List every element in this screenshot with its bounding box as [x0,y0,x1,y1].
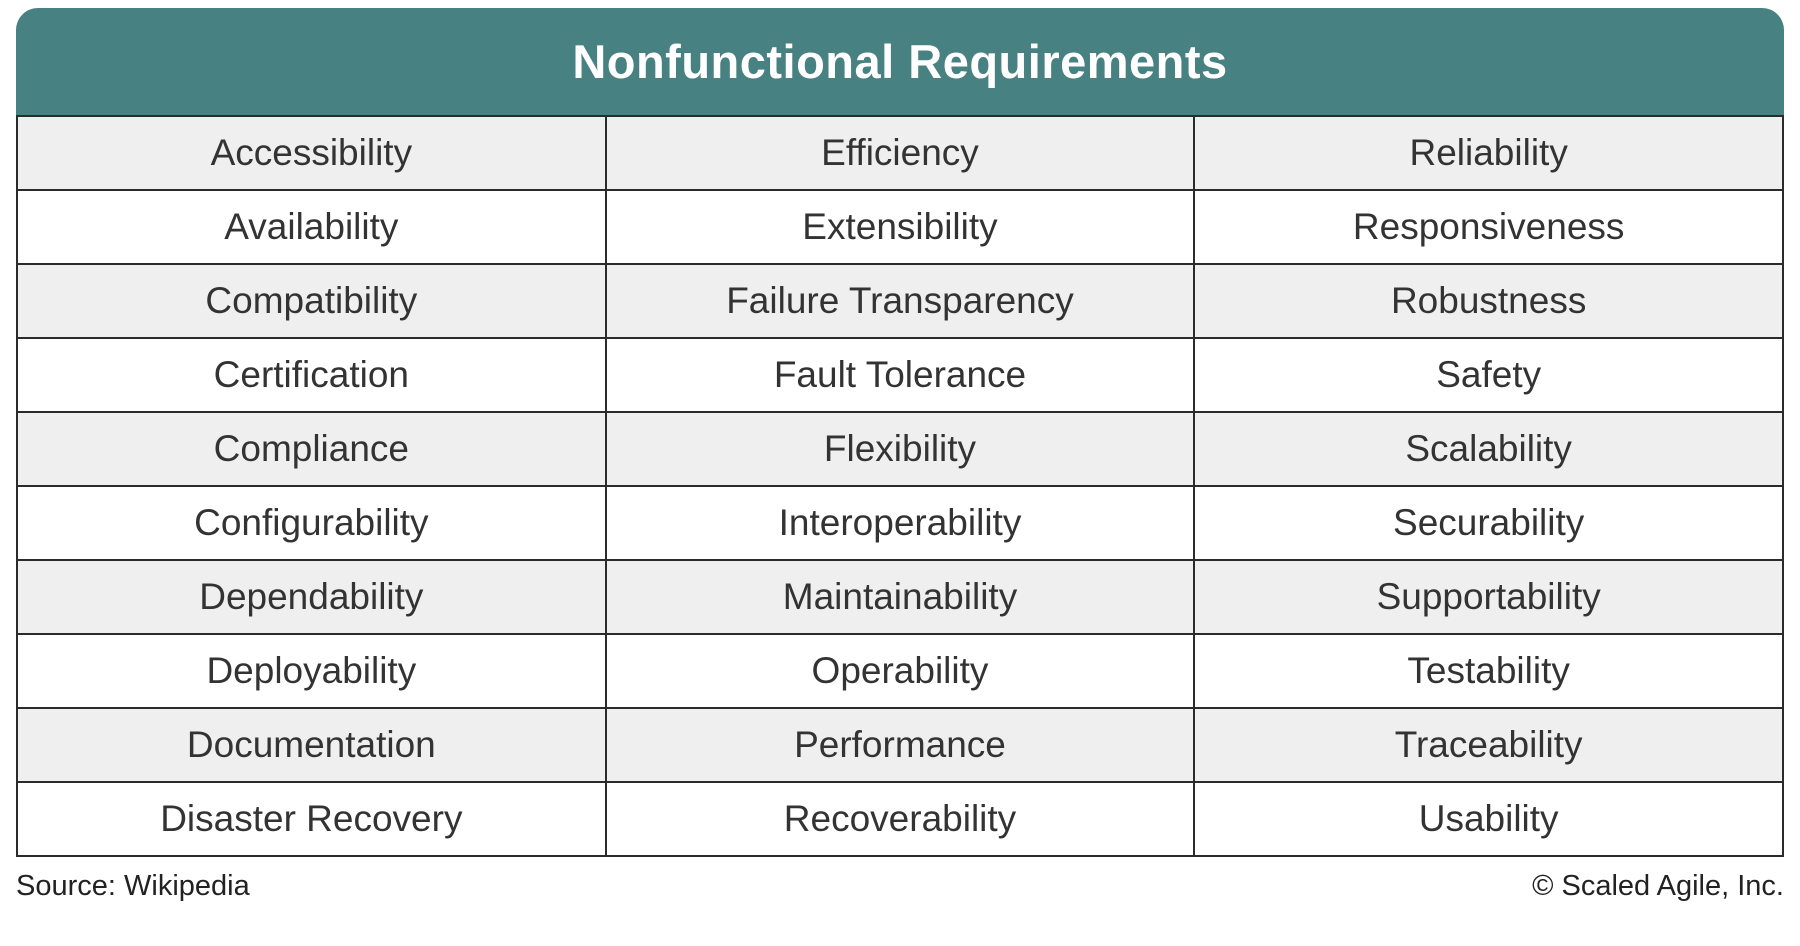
table-cell: Traceability [1193,707,1784,783]
table-row: Configurability Interoperability Securab… [16,485,1784,561]
table-cell: Testability [1193,633,1784,709]
table-row: Deployability Operability Testability [16,633,1784,709]
table-cell: Efficiency [604,115,1196,191]
table-cell: Performance [604,707,1196,783]
table-cell: Robustness [1193,263,1784,339]
table-cell: Flexibility [604,411,1196,487]
figure-footer: Source: Wikipedia © Scaled Agile, Inc. [16,870,1784,903]
source-credit: Source: Wikipedia [16,870,250,902]
table-cell: Documentation [16,707,607,783]
table-cell: Usability [1193,781,1784,857]
table-cell: Compatibility [16,263,607,339]
table-cell: Fault Tolerance [604,337,1196,413]
nfr-table: Accessibility Efficiency Reliability Ava… [16,115,1784,857]
table-row: Compliance Flexibility Scalability [16,411,1784,487]
table-cell: Responsiveness [1193,189,1784,265]
table-row: Dependability Maintainability Supportabi… [16,559,1784,635]
table-row: Accessibility Efficiency Reliability [16,115,1784,191]
table-cell: Securability [1193,485,1784,561]
table-row: Compatibility Failure Transparency Robus… [16,263,1784,339]
table-cell: Maintainability [604,559,1196,635]
table-cell: Accessibility [16,115,607,191]
table-cell: Failure Transparency [604,263,1196,339]
table-cell: Recoverability [604,781,1196,857]
table-cell: Reliability [1193,115,1784,191]
table-cell: Supportability [1193,559,1784,635]
table-cell: Availability [16,189,607,265]
table-title: Nonfunctional Requirements [572,35,1228,88]
table-cell: Configurability [16,485,607,561]
table-cell: Compliance [16,411,607,487]
nfr-figure: Nonfunctional Requirements Accessibility… [16,8,1784,903]
table-title-bar: Nonfunctional Requirements [16,8,1784,115]
table-cell: Scalability [1193,411,1784,487]
table-cell: Disaster Recovery [16,781,607,857]
table-cell: Interoperability [604,485,1196,561]
table-row: Certification Fault Tolerance Safety [16,337,1784,413]
table-cell: Deployability [16,633,607,709]
table-cell: Operability [604,633,1196,709]
table-cell: Safety [1193,337,1784,413]
table-cell: Certification [16,337,607,413]
table-row: Documentation Performance Traceability [16,707,1784,783]
table-row: Disaster Recovery Recoverability Usabili… [16,781,1784,857]
table-cell: Dependability [16,559,607,635]
table-cell: Extensibility [604,189,1196,265]
table-row: Availability Extensibility Responsivenes… [16,189,1784,265]
copyright-notice: © Scaled Agile, Inc. [1532,870,1784,902]
